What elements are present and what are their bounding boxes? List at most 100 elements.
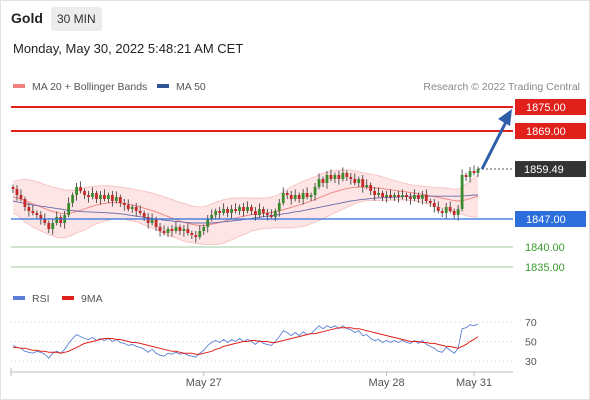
candle-body [428, 201, 432, 203]
candle [369, 182, 373, 195]
candle [126, 199, 130, 212]
resistance-tag [515, 99, 586, 115]
candle-body [79, 187, 82, 191]
candle [238, 204, 241, 215]
candle-body [146, 217, 150, 223]
candle-body [190, 233, 194, 235]
candle [357, 176, 361, 187]
candle-body [297, 195, 301, 199]
candle [337, 171, 341, 185]
candle-body [186, 229, 190, 233]
candle [87, 191, 90, 203]
candle [341, 167, 345, 182]
candle-body [218, 211, 222, 213]
candle [393, 192, 396, 201]
candle-body [67, 203, 71, 215]
candle [452, 208, 456, 219]
candle [377, 187, 381, 198]
candle [321, 176, 325, 187]
candle-body [226, 209, 230, 213]
candle-body [389, 195, 392, 197]
candle [436, 201, 440, 214]
ma20-line [12, 186, 479, 226]
candle-body [385, 195, 388, 197]
candle [309, 192, 313, 201]
projection-arrow [480, 117, 510, 170]
candle-body [75, 187, 78, 195]
candle-body [83, 191, 86, 195]
candle [353, 173, 357, 186]
resistance-label: 1869.00 [526, 126, 566, 138]
target-label: 1840.00 [525, 242, 565, 254]
candle [130, 204, 134, 213]
candle-body [357, 179, 361, 183]
candle-body [293, 195, 297, 199]
candle [397, 191, 400, 203]
candle-body [345, 173, 349, 177]
candle [95, 190, 98, 203]
candle-body [19, 195, 23, 199]
candle-body [289, 195, 293, 199]
candle-body [242, 207, 245, 211]
candle-body [47, 223, 51, 229]
candle-body [472, 171, 476, 173]
candle-body [31, 211, 35, 213]
candle [110, 191, 114, 207]
candle-body [452, 211, 456, 215]
candle [389, 189, 392, 200]
candle [313, 183, 317, 201]
candle-body [154, 219, 158, 227]
candle-body [369, 185, 373, 191]
candle [214, 208, 218, 219]
candle [118, 194, 122, 207]
candle-body [198, 231, 202, 237]
candle [182, 225, 186, 237]
candle [106, 192, 110, 203]
candle [103, 189, 106, 202]
candle-body [87, 195, 90, 197]
candle-body [23, 199, 27, 207]
candle-body [91, 193, 94, 197]
candle-body [436, 207, 440, 211]
candle [413, 189, 416, 202]
candle-body [206, 219, 210, 227]
candle-body [440, 211, 444, 213]
candle-body [456, 209, 460, 215]
candle-body [35, 213, 39, 215]
candle-body [51, 223, 55, 229]
support-label: 1847.00 [526, 214, 566, 226]
candle [39, 211, 43, 225]
target-label: 1835.00 [525, 262, 565, 274]
rsi-legend-swatch [13, 296, 25, 300]
candle-body [158, 227, 162, 231]
candle-body [321, 179, 325, 183]
candle [448, 201, 452, 214]
rsi-line [12, 323, 479, 359]
candle [416, 192, 420, 203]
candle-body [476, 169, 480, 173]
candle-body [301, 193, 305, 199]
legend-swatch [13, 84, 25, 88]
candle [59, 214, 63, 227]
support-tag [515, 211, 586, 227]
candle [202, 224, 206, 235]
candle-body [250, 207, 253, 211]
timeframe-badge[interactable]: 30 MIN [51, 7, 102, 31]
candle [325, 171, 329, 189]
bollinger-upper-line [12, 169, 479, 208]
candle [19, 189, 23, 202]
candle [67, 197, 71, 218]
candle [440, 208, 444, 217]
candle-body [43, 219, 47, 223]
candle [349, 173, 353, 185]
candle [289, 191, 293, 205]
candle-body [281, 193, 285, 203]
candle [230, 205, 233, 219]
candle-body [182, 229, 186, 231]
candle [464, 172, 468, 181]
candle [35, 210, 39, 219]
candle-body [71, 195, 75, 203]
candle [261, 206, 265, 217]
candle [146, 213, 150, 229]
